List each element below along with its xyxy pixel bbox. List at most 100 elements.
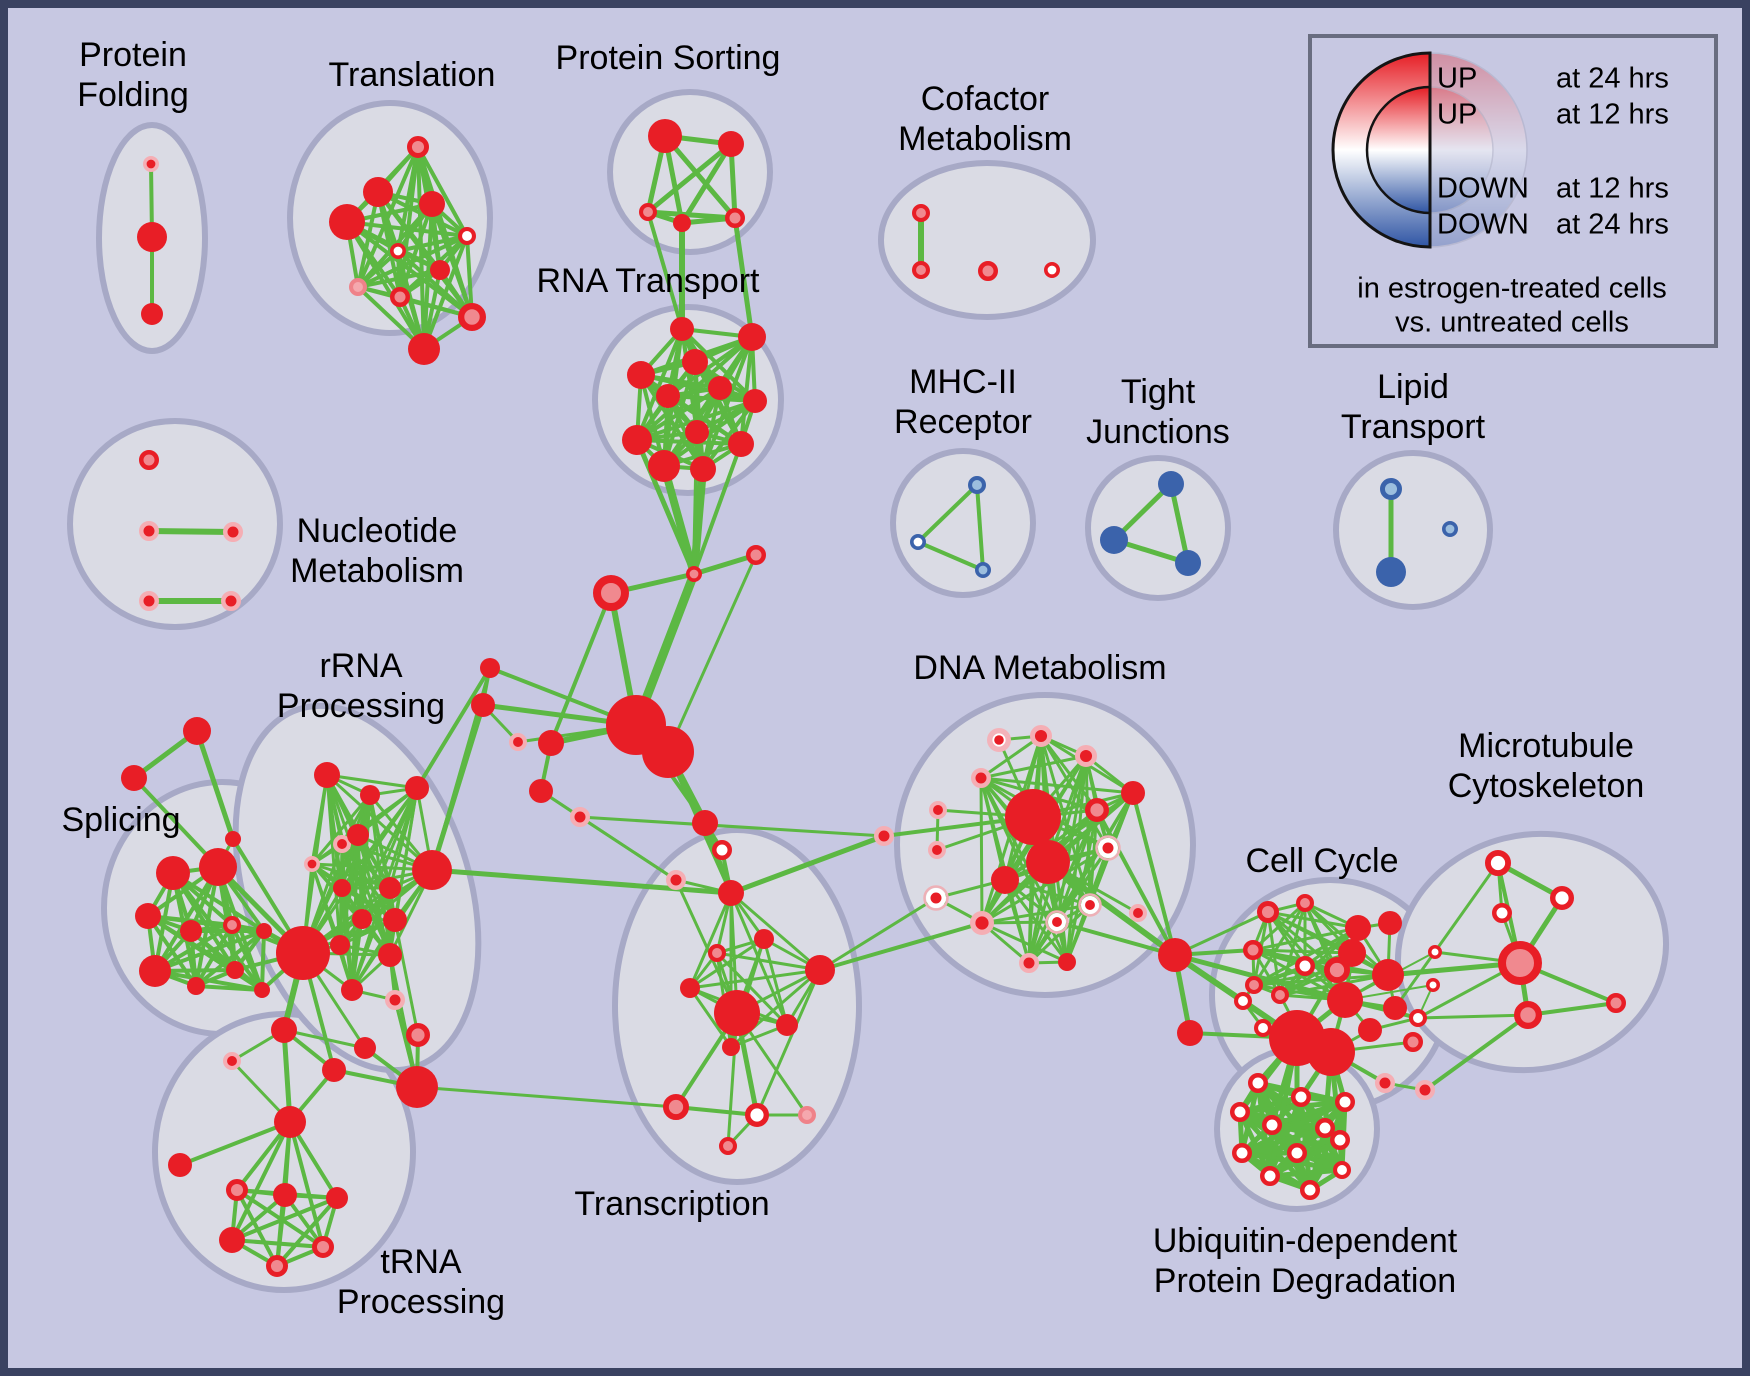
node-cn1	[480, 658, 500, 678]
node-nm3	[139, 591, 159, 611]
legend-up-12-dir: UP	[1437, 99, 1477, 131]
node-tc8	[714, 990, 760, 1036]
node-pf2	[141, 303, 163, 325]
edge-dmb-cc12	[1172, 952, 1348, 1003]
label-transcription-line-0: Transcription	[574, 1185, 769, 1223]
edge-tc6-tc7	[688, 968, 822, 990]
edge-rt0-rt8	[635, 327, 684, 442]
edge-sp8-sp9	[260, 929, 266, 992]
edge-t4-t5	[396, 234, 469, 253]
edge-cc2-cc6	[1251, 926, 1360, 952]
node-tr3	[219, 1227, 245, 1253]
node-dot-dm0	[994, 735, 1004, 745]
node-nm2	[223, 522, 243, 542]
node-nmid1	[685, 565, 702, 582]
label-mhc-ii-receptor-line-0: MHC-II	[909, 363, 1017, 401]
node-cn5	[570, 807, 590, 827]
node-pf0	[143, 156, 160, 173]
edge-mh0-mh2	[975, 483, 985, 572]
node-cc11	[1271, 986, 1290, 1005]
node-hub2	[642, 726, 694, 778]
node-r1	[360, 785, 380, 805]
node-trl	[168, 1153, 192, 1177]
edge-sp6-sp8	[194, 929, 266, 988]
node-r14	[385, 990, 405, 1010]
edge-dmb-dm7	[1131, 791, 1177, 957]
edge-r0-r4	[310, 773, 329, 866]
edge-cc8-cc9	[1252, 968, 1339, 987]
cluster-cofactor-metabolism	[878, 160, 1096, 320]
edge-dmb-dm6	[1095, 808, 1177, 957]
node-rt10	[648, 450, 680, 482]
node-tr0	[226, 1178, 249, 1201]
edge-r0-r7	[325, 773, 434, 872]
node-dm12	[1098, 838, 1118, 858]
edge-rt7-nmid1	[692, 430, 699, 576]
node-tc13	[798, 1106, 817, 1125]
node-cc5	[1372, 959, 1404, 991]
edge-rt8-rt9	[635, 438, 743, 446]
node-t3	[419, 191, 445, 217]
node-px0	[1375, 1073, 1395, 1093]
legend-up-24-time: at 24 hrs	[1556, 63, 1669, 95]
node-tc4	[754, 929, 774, 949]
node-cc1	[1296, 894, 1315, 913]
edge-sp4-sp9	[230, 923, 264, 992]
node-cm0	[912, 203, 931, 222]
legend: UP at 24 hrs UP at 12 hrs DOWN at 12 hrs…	[1308, 34, 1718, 348]
node-ps3	[673, 214, 691, 232]
node-lt1	[1376, 557, 1406, 587]
node-mt7	[1514, 1001, 1543, 1030]
edge-dm1-dm3	[979, 734, 1043, 780]
edge-dmb-dm10	[1045, 859, 1178, 958]
node-tr2	[326, 1187, 348, 1209]
node-nmid2	[746, 545, 766, 565]
cluster-protein-sorting	[607, 89, 773, 255]
edge-mh0-mh1	[916, 483, 979, 544]
layer-nodes	[121, 119, 1626, 1277]
label-protein-folding-line-1: Folding	[77, 76, 189, 114]
node-nbig	[593, 575, 629, 611]
node-rt7	[685, 420, 709, 444]
node-mt6	[1409, 1009, 1428, 1028]
node-u1	[1291, 1087, 1311, 1107]
node-sp6	[187, 977, 205, 995]
node-rt4	[708, 376, 732, 400]
label-cofactor-metabolism-line-0: Cofactor	[921, 80, 1050, 118]
node-u6	[1287, 1143, 1307, 1163]
node-mh2	[974, 561, 991, 578]
node-rt11	[690, 456, 716, 482]
node-px1	[1415, 1080, 1435, 1100]
node-r0	[314, 762, 340, 788]
node-mh0	[968, 475, 987, 494]
node-u4	[1335, 1092, 1355, 1112]
edge-tc6-dm13	[818, 896, 938, 972]
node-dmb	[1158, 938, 1192, 972]
node-cc3	[1378, 911, 1402, 935]
legend-caption-line-2: vs. untreated cells	[1395, 307, 1629, 339]
node-dm11	[991, 866, 1019, 894]
node-lt2	[1442, 520, 1459, 537]
node-trc2	[322, 1058, 346, 1082]
edge-t5-t9	[396, 249, 474, 319]
edge-tc2-tc8	[674, 878, 739, 1015]
node-r12	[378, 943, 402, 967]
edge-r17-trc0	[282, 1028, 367, 1050]
node-dm8	[928, 841, 947, 860]
cluster-nucleotide-metabolism	[67, 418, 283, 630]
node-tj2	[1175, 550, 1201, 576]
edge-dmb-cc0	[1173, 910, 1270, 957]
edge-rt3-rt11	[639, 373, 705, 471]
node-sx2	[225, 831, 241, 847]
legend-down-24-time: at 24 hrs	[1556, 209, 1669, 241]
node-t0	[407, 136, 430, 159]
node-outline-dm13	[923, 885, 949, 911]
edge-rt6-rt11	[701, 399, 757, 471]
edge-tc3-tc6	[729, 891, 822, 972]
label-microtubule-cytoskeleton-line-1: Cytoskeleton	[1448, 767, 1645, 805]
node-r13	[341, 979, 363, 1001]
node-u9	[1330, 1130, 1350, 1150]
node-rt1	[738, 323, 766, 351]
edge-r16-r12	[388, 953, 419, 1089]
